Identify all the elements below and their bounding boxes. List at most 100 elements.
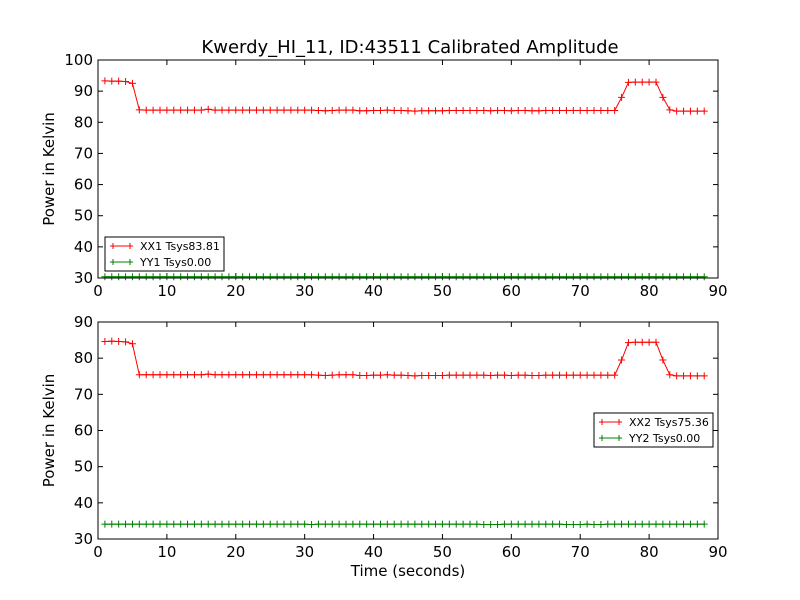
data-point-marker [487,372,495,380]
y-tick-label: 80 [74,349,93,367]
data-point-marker [108,273,116,281]
data-point-marker [542,106,550,114]
y-tick-label: 60 [74,422,93,440]
data-point-marker [397,520,405,528]
data-point-marker [342,106,350,114]
data-point-marker [170,520,178,528]
y-tick-label: 60 [74,176,93,194]
data-point-marker [142,106,150,114]
data-point-marker [308,371,316,379]
data-point-marker [624,339,632,347]
y-tick-label: 50 [74,207,93,225]
data-point-marker [252,273,260,281]
y-tick-label: 90 [74,313,93,331]
data-point-marker [445,273,453,281]
data-point-marker [376,273,384,281]
data-point-marker [597,521,605,529]
data-point-marker [308,106,316,114]
data-point-marker [218,371,226,379]
data-point-marker [583,371,591,379]
data-point-marker [204,520,212,528]
data-point-marker [232,371,240,379]
data-point-marker [666,520,674,528]
data-point-marker [438,273,446,281]
data-point-marker [376,520,384,528]
data-point-marker [604,273,612,281]
data-point-marker [624,273,632,281]
data-point-marker [666,273,674,281]
data-point-marker [135,106,143,114]
data-point-marker [480,371,488,379]
axes-frame [97,321,719,540]
data-point-marker [459,371,467,379]
data-point-marker [266,371,274,379]
data-point-marker [466,371,474,379]
data-point-marker [459,273,467,281]
data-point-marker [383,520,391,528]
data-point-marker [363,273,371,281]
data-point-marker [638,520,646,528]
data-point-marker [624,78,632,86]
data-point-marker [666,371,674,379]
data-point-marker [693,107,701,115]
series-line-1 [104,80,705,112]
data-point-marker [218,106,226,114]
data-point-marker [590,371,598,379]
y-tick-label: 80 [74,113,93,131]
data-point-marker [363,520,371,528]
data-point-marker [500,273,508,281]
data-point-marker [280,273,288,281]
data-point-marker [556,106,564,114]
data-point-marker [494,106,502,114]
data-point-marker [645,78,653,86]
legend-swatch-marker [599,419,605,425]
data-point-marker [280,371,288,379]
x-tick-label: 0 [93,543,103,561]
data-point-marker [370,273,378,281]
data-point-marker [618,93,626,101]
data-point-marker [156,371,164,379]
data-point-marker [390,273,398,281]
data-point-marker [190,106,198,114]
legend-swatch-marker [127,259,133,265]
data-point-marker [184,520,192,528]
data-point-marker [349,371,357,379]
data-point-marker [156,273,164,281]
data-point-marker [590,521,598,529]
data-point-marker [521,106,529,114]
data-point-marker [556,371,564,379]
data-point-marker [507,107,515,115]
data-point-marker [342,273,350,281]
y-tick-label: 50 [74,458,93,476]
data-point-marker [631,338,639,346]
data-point-marker [135,273,143,281]
data-point-marker [287,106,295,114]
data-point-marker [680,520,688,528]
data-point-marker [349,106,357,114]
data-point-marker [142,371,150,379]
data-point-marker [301,371,309,379]
data-point-marker [583,520,591,528]
data-point-marker [156,106,164,114]
data-point-marker [445,371,453,379]
x-tick-label: 50 [433,282,452,300]
data-point-marker [466,106,474,114]
data-point-marker [562,106,570,114]
data-point-marker [590,273,598,281]
data-point-marker [466,273,474,281]
data-point-marker [438,372,446,380]
data-point-marker [535,520,543,528]
data-point-marker [569,273,577,281]
data-point-marker [507,372,515,380]
data-point-marker [177,273,185,281]
data-point-marker [686,520,694,528]
data-point-marker [611,273,619,281]
data-point-marker [184,371,192,379]
legend-label: XX1 Tsys83.81 [140,240,220,253]
data-point-marker [328,273,336,281]
data-point-marker [404,372,412,380]
data-point-marker [404,273,412,281]
data-point-marker [673,107,681,115]
data-point-marker [252,371,260,379]
data-point-marker [390,371,398,379]
